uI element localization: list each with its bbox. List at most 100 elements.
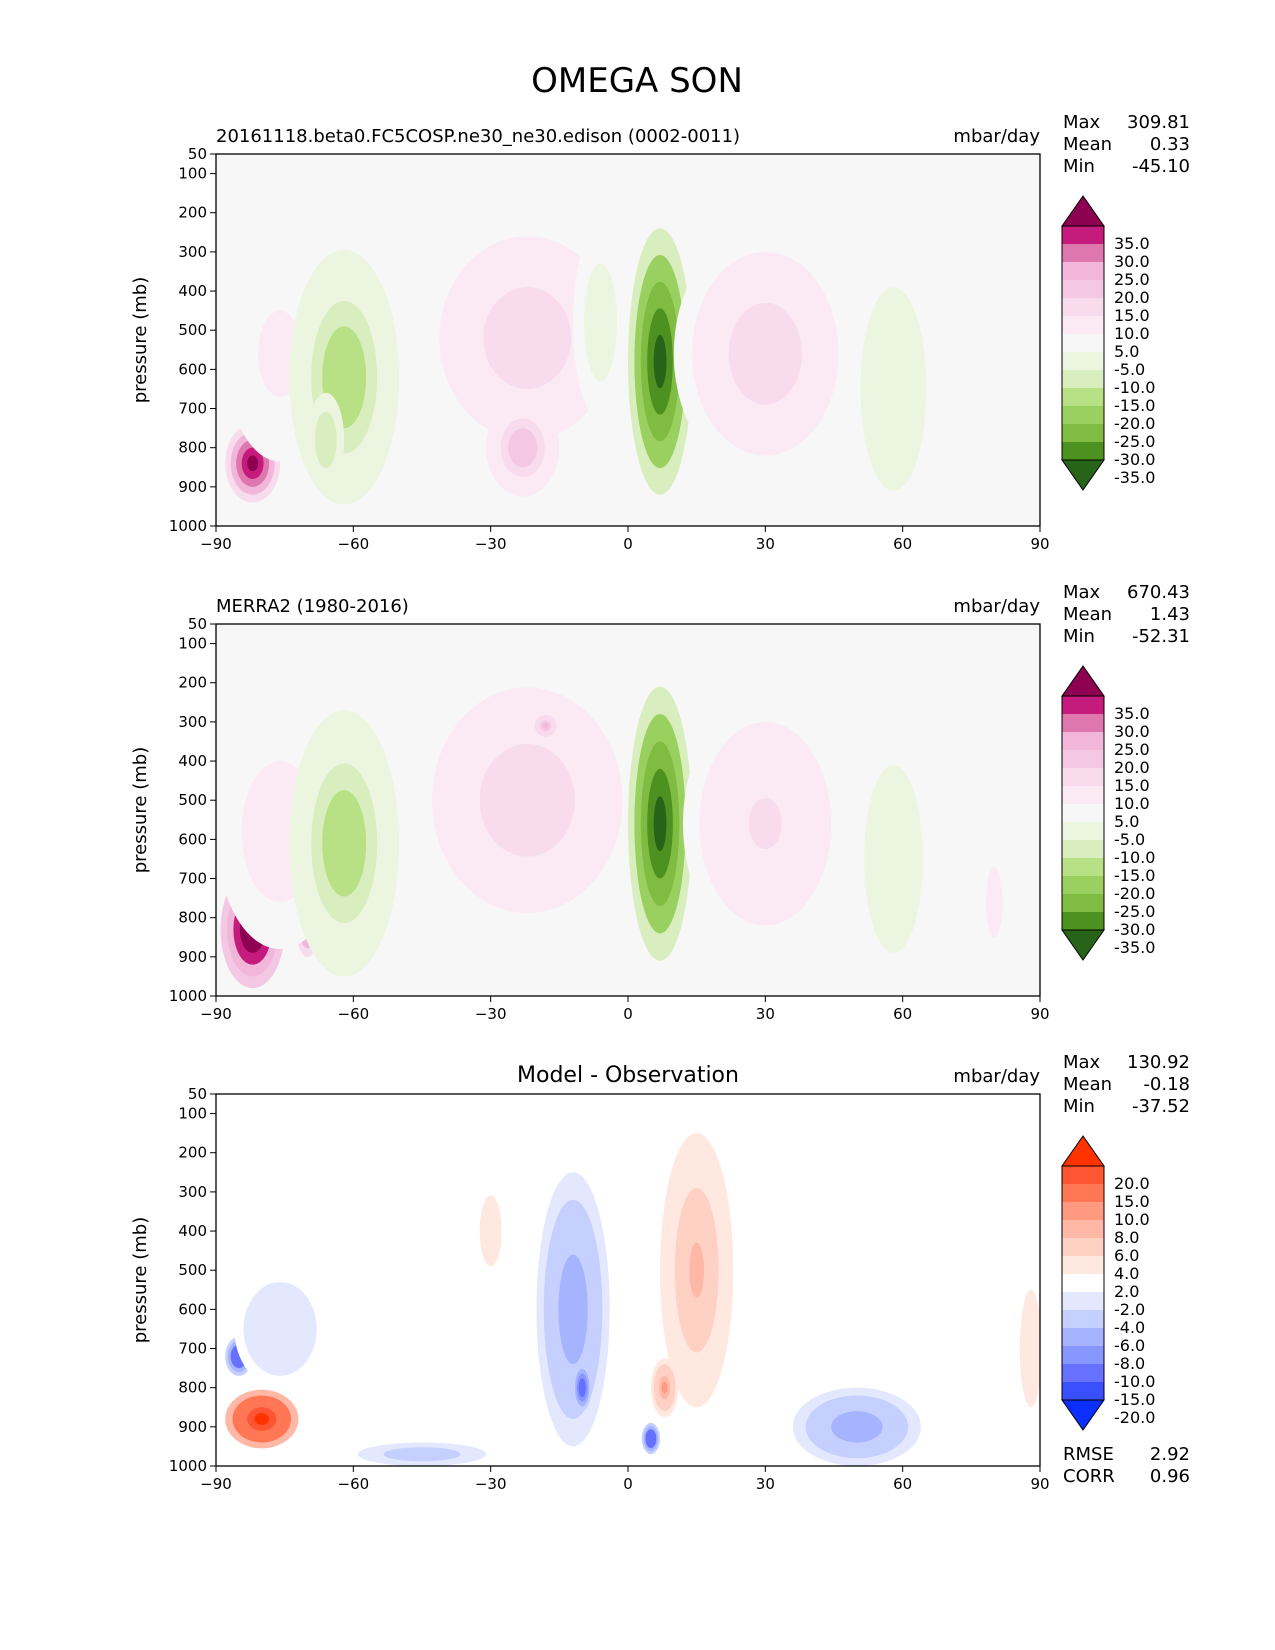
colorbar: 35.030.025.020.015.010.05.0-5.0-10.0-15.…: [1061, 665, 1155, 961]
colorbar-swatch: [1062, 388, 1104, 407]
stat-label: CORR: [1063, 1466, 1115, 1487]
y-tick-label: 600: [178, 830, 207, 848]
y-tick-label: 100: [178, 635, 207, 653]
contour-region: [580, 1382, 585, 1393]
colorbar-level-label: 15.0: [1114, 1192, 1150, 1211]
colorbar: 20.015.010.08.06.04.02.0-2.0-4.0-6.0-8.0…: [1061, 1135, 1155, 1431]
contour-region: [748, 798, 782, 850]
y-tick-label: 700: [178, 400, 207, 418]
stat-value: -0.18: [1143, 1074, 1190, 1095]
y-tick-label: 400: [178, 752, 207, 770]
colorbar-swatch: [1062, 334, 1104, 353]
y-tick-label: 200: [178, 1144, 207, 1162]
colorbar-swatch: [1062, 280, 1104, 299]
x-tick-label: 60: [893, 1475, 912, 1493]
y-axis-label: pressure (mb): [130, 1217, 151, 1343]
y-axis-label: pressure (mb): [130, 277, 151, 403]
colorbar-swatch: [1062, 750, 1104, 769]
contour-region: [270, 1317, 290, 1341]
y-tick-label: 50: [188, 615, 207, 633]
colorbar-level-label: 10.0: [1114, 1210, 1150, 1229]
colorbar-swatch: [1062, 1382, 1104, 1401]
y-tick-label: 400: [178, 282, 207, 300]
contour-region: [322, 430, 330, 450]
units-label: mbar/day: [953, 596, 1040, 617]
colorbar-level-label: -35.0: [1114, 468, 1155, 487]
y-tick-label: 900: [178, 1418, 207, 1436]
colorbar-swatch: [1062, 714, 1104, 733]
stat-value: -37.52: [1132, 1096, 1190, 1117]
x-tick-label: −30: [475, 1005, 507, 1023]
stat-value: 2.92: [1150, 1444, 1190, 1465]
stat-label: Mean: [1063, 1074, 1112, 1095]
y-tick-label: 1000: [169, 1457, 207, 1475]
panel-diff: Model - Observation mbar/day Max 130.92 Mean…: [130, 1052, 1190, 1493]
colorbar-level-label: -8.0: [1114, 1354, 1145, 1373]
x-tick-label: −90: [200, 1475, 232, 1493]
colorbar-swatch: [1062, 732, 1104, 751]
colorbar-swatch: [1062, 696, 1104, 715]
contour-region: [661, 1381, 668, 1394]
colorbar-level-label: -10.0: [1114, 1372, 1155, 1391]
x-tick-label: 90: [1030, 1475, 1049, 1493]
contour-region: [333, 351, 356, 403]
stat-value: 130.92: [1127, 1052, 1190, 1073]
colorbar-swatch: [1062, 1364, 1104, 1383]
x-tick-label: −30: [475, 1475, 507, 1493]
contour-region: [747, 328, 784, 380]
colorbar-swatch: [1062, 298, 1104, 317]
colorbar-swatch: [1062, 1256, 1104, 1275]
x-tick-label: 30: [756, 1475, 775, 1493]
colorbar-swatch: [1062, 1328, 1104, 1347]
stat-value: 309.81: [1127, 112, 1190, 133]
contour-region: [649, 1435, 653, 1442]
colorbar-level-label: -5.0: [1114, 830, 1145, 849]
contour-region: [595, 302, 607, 342]
colorbar-level-label: -20.0: [1114, 1408, 1155, 1427]
panel-title: 20161118.beta0.FC5COSP.ne30_ne30.edison …: [216, 126, 740, 147]
contour-region: [505, 312, 550, 364]
colorbar-level-label: -5.0: [1114, 360, 1145, 379]
colorbar-swatch: [1062, 1274, 1104, 1293]
x-tick-label: −60: [338, 1005, 370, 1023]
y-tick-label: 800: [178, 909, 207, 927]
x-tick-label: −90: [200, 535, 232, 553]
colorbar-cap-top: [1061, 665, 1105, 697]
colorbar-level-label: 5.0: [1114, 342, 1139, 361]
units-label: mbar/day: [953, 126, 1040, 147]
colorbar-level-label: 20.0: [1114, 288, 1150, 307]
y-tick-label: 600: [178, 1300, 207, 1318]
colorbar-level-label: 10.0: [1114, 794, 1150, 813]
colorbar-cap-top: [1061, 195, 1105, 227]
contour-region: [1027, 1328, 1035, 1369]
colorbar-level-label: 25.0: [1114, 740, 1150, 759]
stat-value: 0.96: [1150, 1466, 1190, 1487]
stat-label: Mean: [1063, 604, 1112, 625]
colorbar-swatch: [1062, 876, 1104, 895]
colorbar-level-label: 6.0: [1114, 1246, 1139, 1265]
panel-test: 20161118.beta0.FC5COSP.ne30_ne30.edison …: [130, 112, 1190, 553]
stat-label: Max: [1063, 582, 1101, 603]
units-label: mbar/day: [953, 1066, 1040, 1087]
x-tick-label: 0: [623, 1475, 633, 1493]
colorbar-level-label: 20.0: [1114, 758, 1150, 777]
colorbar-level-label: -20.0: [1114, 884, 1155, 903]
colorbar-cap-bottom: [1061, 1399, 1105, 1431]
contour-region: [844, 1419, 870, 1435]
x-tick-label: 30: [756, 535, 775, 553]
colorbar-level-label: -30.0: [1114, 450, 1155, 469]
stat-value: 0.33: [1150, 134, 1190, 155]
colorbar-level-label: -6.0: [1114, 1336, 1145, 1355]
stat-value: -52.31: [1132, 626, 1190, 647]
y-tick-label: 300: [178, 713, 207, 731]
stat-label: Min: [1063, 156, 1095, 177]
contour-region: [885, 363, 902, 415]
colorbar-level-label: -15.0: [1114, 866, 1155, 885]
colorbar-swatch: [1062, 244, 1104, 263]
y-tick-label: 300: [178, 1183, 207, 1201]
contour-region: [991, 890, 997, 914]
colorbar-swatch: [1062, 226, 1104, 245]
y-tick-label: 700: [178, 870, 207, 888]
colorbar-level-label: -15.0: [1114, 396, 1155, 415]
